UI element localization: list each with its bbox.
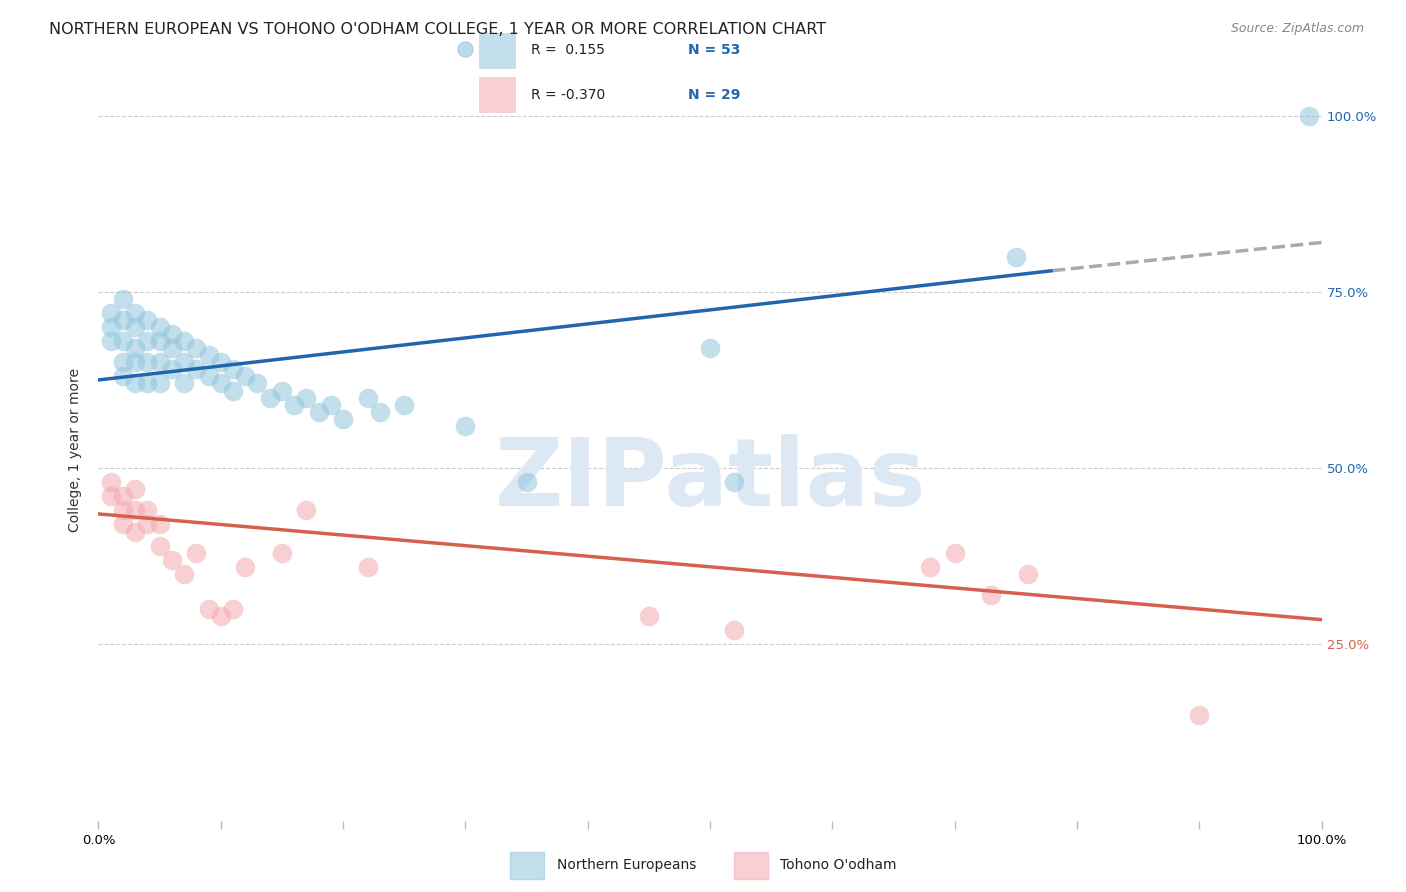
Point [111, 489, 134, 503]
Point [295, 391, 318, 405]
Point [368, 405, 391, 419]
Point [246, 376, 269, 391]
Text: Source: ZipAtlas.com: Source: ZipAtlas.com [1230, 22, 1364, 36]
Point [186, 341, 208, 355]
Point [160, 341, 183, 355]
Point [319, 398, 342, 412]
Point [149, 334, 172, 348]
Point [136, 376, 159, 391]
Point [160, 362, 183, 376]
Text: ZIPatlas: ZIPatlas [495, 434, 925, 526]
Point [173, 334, 195, 348]
Point [111, 369, 134, 384]
Point [124, 320, 146, 334]
Point [149, 320, 172, 334]
Point [136, 334, 159, 348]
Point [332, 411, 354, 425]
Point [197, 602, 219, 616]
Point [197, 369, 219, 384]
Point [186, 546, 208, 560]
Point [136, 313, 159, 327]
Point [149, 517, 172, 532]
Point [723, 475, 745, 490]
Point [356, 391, 378, 405]
Point [173, 376, 195, 391]
Point [920, 559, 942, 574]
Point [222, 602, 245, 616]
Text: R = -0.370: R = -0.370 [530, 88, 605, 102]
Point [259, 391, 281, 405]
Point [943, 546, 966, 560]
Point [699, 341, 721, 355]
Point [637, 609, 661, 624]
Point [270, 384, 294, 398]
Point [100, 489, 122, 503]
Point [392, 398, 416, 412]
Text: Tohono O'odham: Tohono O'odham [780, 858, 897, 872]
Point [209, 609, 232, 624]
Point [149, 376, 172, 391]
Point [233, 559, 256, 574]
Point [124, 306, 146, 320]
Point [197, 348, 219, 362]
Point [515, 475, 537, 490]
Point [222, 362, 245, 376]
Point [454, 42, 477, 56]
Point [136, 517, 159, 532]
Text: N = 53: N = 53 [688, 43, 740, 57]
Point [1004, 250, 1026, 264]
Point [454, 418, 477, 433]
Point [160, 327, 183, 342]
Point [111, 355, 134, 369]
Point [111, 503, 134, 517]
Point [111, 334, 134, 348]
Point [1017, 566, 1039, 581]
Y-axis label: College, 1 year or more: College, 1 year or more [69, 368, 83, 533]
Point [283, 398, 305, 412]
Point [209, 376, 232, 391]
Point [124, 482, 146, 496]
Text: NORTHERN EUROPEAN VS TOHONO O'ODHAM COLLEGE, 1 YEAR OR MORE CORRELATION CHART: NORTHERN EUROPEAN VS TOHONO O'ODHAM COLL… [49, 22, 827, 37]
Point [111, 313, 134, 327]
Point [1298, 109, 1320, 123]
Point [173, 566, 195, 581]
Text: Northern Europeans: Northern Europeans [557, 858, 696, 872]
Point [270, 546, 294, 560]
FancyBboxPatch shape [479, 78, 516, 113]
Point [1188, 707, 1211, 722]
Point [149, 539, 172, 553]
Text: R =  0.155: R = 0.155 [530, 43, 605, 57]
Point [124, 355, 146, 369]
Point [136, 355, 159, 369]
Text: N = 29: N = 29 [688, 88, 740, 102]
Point [124, 503, 146, 517]
Point [100, 334, 122, 348]
Point [980, 588, 1002, 602]
Point [136, 503, 159, 517]
Point [356, 559, 378, 574]
FancyBboxPatch shape [479, 33, 516, 69]
Point [173, 355, 195, 369]
Point [186, 362, 208, 376]
Point [124, 341, 146, 355]
FancyBboxPatch shape [734, 852, 768, 879]
Point [160, 553, 183, 567]
Point [124, 524, 146, 539]
Point [149, 355, 172, 369]
Point [100, 306, 122, 320]
Point [233, 369, 256, 384]
Point [308, 405, 330, 419]
Point [723, 624, 745, 638]
Point [100, 320, 122, 334]
Point [111, 517, 134, 532]
Point [111, 292, 134, 306]
Point [100, 475, 122, 490]
Point [222, 384, 245, 398]
Point [295, 503, 318, 517]
FancyBboxPatch shape [510, 852, 544, 879]
Point [124, 376, 146, 391]
Point [209, 355, 232, 369]
